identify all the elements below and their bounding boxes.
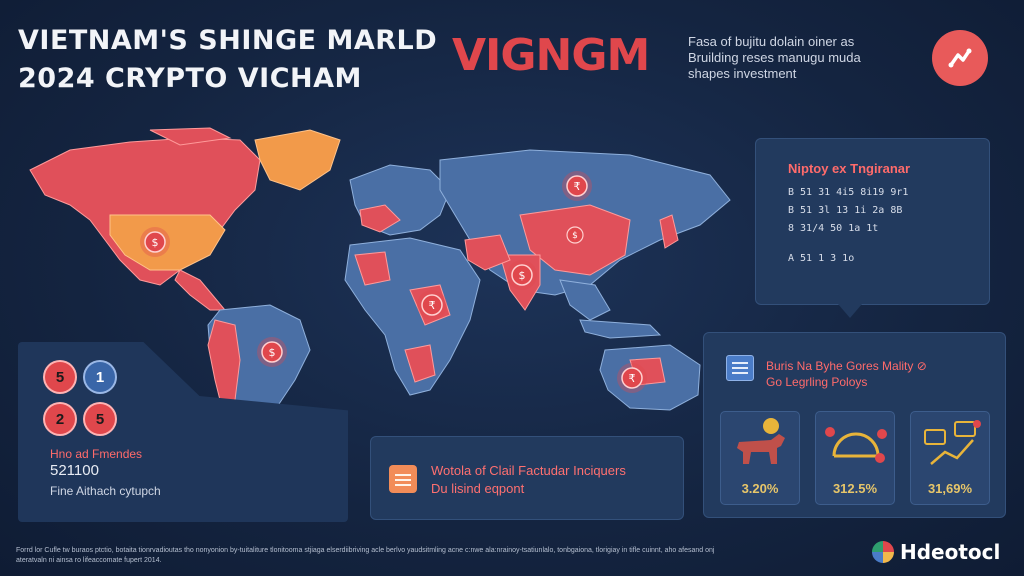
stat-card[interactable]: 3.20% (720, 411, 800, 505)
stats-line: A 51 1 3 1o (788, 253, 855, 264)
europe-red (359, 204, 401, 233)
pin-label: ₹ (629, 372, 636, 385)
badge-red[interactable]: 2 (45, 404, 75, 434)
growth-chart-icon (924, 420, 981, 465)
africa-red-3 (404, 344, 436, 383)
japan (659, 214, 679, 249)
left-panel-label: Hno ad Fmendes (50, 447, 143, 461)
middle-east (464, 234, 511, 271)
document-icon (389, 465, 417, 493)
company-logo[interactable]: Hdeotocl (872, 540, 1000, 564)
map-pin-australia[interactable]: ₹ (617, 363, 647, 393)
arctic-islands (149, 127, 232, 146)
central-america (174, 269, 227, 311)
right-panel-line-2: Go Legrling Poloys (766, 375, 868, 389)
stats-panel-pointer (838, 304, 862, 318)
map-pin-russia[interactable]: ₹ (562, 171, 592, 201)
indonesia (579, 319, 662, 339)
logo-mark-icon (872, 541, 894, 563)
stats-line: 8 31/4 50 1a 1t (788, 223, 879, 234)
left-panel-caption: Fine Aithach cytupch (50, 484, 161, 498)
stats-title: Niptoy ex Tngiranar (788, 161, 911, 176)
right-info-panel: Buris Na Byhe Gores Mality ⊘ Go Legrling… (703, 332, 1006, 518)
stats-line: B 51 31 4i5 8i19 9r1 (788, 187, 909, 198)
stats-line: B 51 3l 13 1i 2a 8B (788, 205, 903, 216)
badge-red[interactable]: 5 (45, 362, 75, 392)
middle-panel-line-2: Du lisind eqpont (431, 481, 525, 496)
pin-label: $ (572, 231, 578, 241)
map-pin-india[interactable]: $ (507, 260, 537, 290)
middle-panel-line-1: Wotola of Clail Factudar Inciquers (431, 463, 626, 478)
stats-panel: Niptoy ex Tngiranar B 51 31 4i5 8i19 9r1… (755, 138, 990, 305)
greenland (254, 129, 341, 191)
page-title: Vietnam's shinge marld 2024 crypto Vicha… (18, 22, 437, 98)
map-pin-north-america[interactable]: $ (140, 227, 170, 257)
logo-text: Hdeotocl (900, 540, 1001, 564)
map-pin-africa[interactable]: ₹ (417, 290, 447, 320)
africa-red-1 (354, 251, 391, 286)
world-map: $ ₹ $ ₹ $ $ ₹ (29, 127, 731, 456)
map-pin-brazil[interactable]: $ (257, 337, 287, 367)
title-line-1: Vietnam's shinge marld (18, 25, 438, 56)
list-icon (726, 355, 754, 381)
badge-blue[interactable]: 1 (85, 362, 115, 392)
title-line-2: 2024 crypto Vicham (18, 63, 362, 94)
pin-label: $ (519, 269, 526, 282)
chart-icon[interactable] (932, 30, 988, 86)
middle-info-panel: Wotola of Clail Factudar Inciquers Du li… (370, 436, 684, 520)
stat-card-value: 3.20% (741, 481, 779, 496)
bull-icon (737, 418, 785, 464)
stat-card[interactable]: 312.5% (815, 411, 895, 505)
left-panel-value: 521100 (50, 462, 99, 479)
brand-logo-text: VIGNGM (452, 30, 650, 81)
gauge-icon (825, 427, 887, 463)
map-pin-asia-east[interactable]: $ (566, 226, 584, 244)
pin-label: ₹ (429, 299, 436, 312)
pin-label: ₹ (574, 180, 581, 193)
footnote: Forrd lor Cufle tw buraos ptctio, botait… (16, 547, 715, 564)
southeast-asia (559, 279, 611, 321)
pin-label: $ (152, 236, 159, 249)
stat-card-value: 312.5% (832, 481, 878, 496)
stat-card-value: 31,69% (927, 481, 973, 496)
tagline: Fasa of bujitu dolain oiner as Bruilding… (688, 34, 861, 81)
stat-card[interactable]: 31,69% (910, 411, 990, 505)
pin-label: $ (269, 346, 276, 359)
right-panel-line-1: Buris Na Byhe Gores Mality ⊘ (766, 359, 927, 373)
badge-red[interactable]: 5 (85, 404, 115, 434)
